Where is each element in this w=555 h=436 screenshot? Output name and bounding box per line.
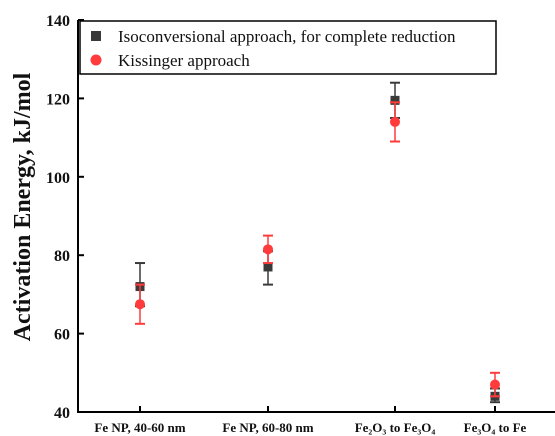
data-point-circle xyxy=(263,244,273,255)
y-tick-label: 40 xyxy=(54,405,70,422)
y-tick-label: 100 xyxy=(46,170,70,187)
data-point-square xyxy=(390,95,400,105)
legend-marker-circle xyxy=(90,54,102,66)
y-tick-label: 120 xyxy=(46,91,70,108)
data-point-square xyxy=(263,262,273,272)
data-point-circle xyxy=(390,116,400,127)
x-tick-label: Fe NP, 40-60 nm xyxy=(94,420,185,435)
legend-marker-square xyxy=(91,31,101,41)
series-layer xyxy=(135,81,500,404)
series-1 xyxy=(135,101,500,398)
y-ticks: 40 60 80 100 120 140 xyxy=(46,13,84,422)
x-tick-label: Fe₃O₄ to Fe xyxy=(464,420,527,435)
legend: Isoconversional approach, for complete r… xyxy=(79,20,497,75)
y-tick-label: 80 xyxy=(54,248,70,265)
x-ticks: Fe NP, 40-60 nm Fe NP, 60-80 nm Fe₂O₃ to F… xyxy=(94,406,527,435)
x-tick-label: Fe₂O₃ to Fe₃O₄ xyxy=(355,420,436,435)
y-axis-label: Activation Energy, kJ/mol xyxy=(10,72,36,341)
x-tick-label: Fe NP, 60-80 nm xyxy=(222,420,313,435)
legend-label-isoconversional: Isoconversional approach, for complete r… xyxy=(118,27,456,46)
data-point-circle xyxy=(490,379,500,390)
axes xyxy=(77,20,555,413)
data-point-circle xyxy=(135,299,145,310)
legend-label-kissinger: Kissinger approach xyxy=(118,51,250,70)
y-tick-label: 140 xyxy=(46,13,70,30)
y-tick-label: 60 xyxy=(54,327,70,344)
legend-box xyxy=(79,20,497,75)
